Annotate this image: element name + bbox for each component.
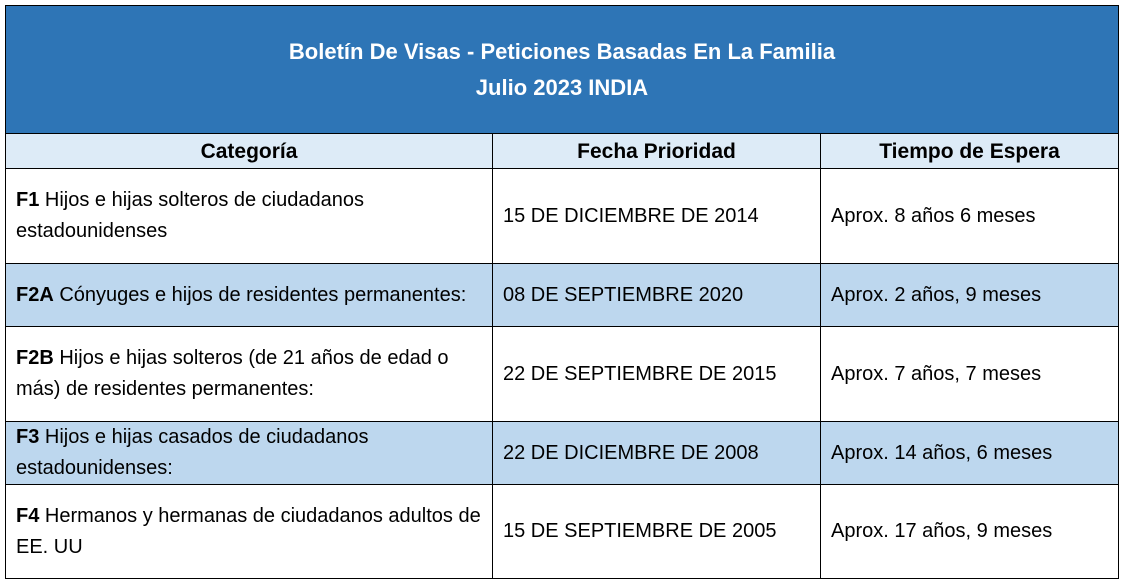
header-categoria: Categoría bbox=[5, 133, 493, 169]
category-description: Cónyuges e hijos de residentes permanent… bbox=[59, 283, 467, 306]
category-description: Hijos e hijas solteros (de 21 años de ed… bbox=[16, 347, 449, 400]
priority-date-cell: 15 DE SEPTIEMBRE DE 2005 bbox=[492, 484, 821, 579]
category-cell: F2A Cónyuges e hijos de residentes perma… bbox=[5, 263, 493, 327]
category-code: F2A bbox=[16, 283, 54, 306]
category-cell: F1 Hijos e hijas solteros de ciudadanos … bbox=[5, 168, 493, 264]
wait-time-cell: Aprox. 14 años, 6 meses bbox=[820, 421, 1119, 485]
table-row: F4 Hermanos y hermanas de ciudadanos adu… bbox=[5, 484, 1119, 579]
category-description: Hijos e hijas casados de ciudadanos esta… bbox=[16, 426, 369, 479]
category-code: F4 bbox=[16, 504, 40, 527]
category-description: Hermanos y hermanas de ciudadanos adulto… bbox=[16, 504, 481, 558]
wait-time-cell: Aprox. 7 años, 7 meses bbox=[820, 326, 1119, 422]
wait-time-cell: Aprox. 8 años 6 meses bbox=[820, 168, 1119, 264]
header-tiempo-espera: Tiempo de Espera bbox=[820, 133, 1119, 169]
category-code: F2B bbox=[16, 347, 54, 369]
table-row: F3 Hijos e hijas casados de ciudadanos e… bbox=[5, 421, 1119, 485]
priority-date-cell: 08 DE SEPTIEMBRE 2020 bbox=[492, 263, 821, 327]
header-fecha-prioridad: Fecha Prioridad bbox=[492, 133, 821, 169]
wait-time-cell: Aprox. 17 años, 9 meses bbox=[820, 484, 1119, 579]
table-row: F2A Cónyuges e hijos de residentes perma… bbox=[5, 263, 1119, 327]
category-code: F1 bbox=[16, 189, 40, 211]
priority-date-cell: 22 DE DICIEMBRE DE 2008 bbox=[492, 421, 821, 485]
table-row: F1 Hijos e hijas solteros de ciudadanos … bbox=[5, 168, 1119, 264]
priority-date-cell: 22 DE SEPTIEMBRE DE 2015 bbox=[492, 326, 821, 422]
category-description: Hijos e hijas solteros de ciudadanos est… bbox=[16, 189, 364, 242]
category-code: F3 bbox=[16, 426, 40, 448]
visa-bulletin-table: Boletín De Visas - Peticiones Basadas En… bbox=[5, 5, 1119, 579]
wait-time-cell: Aprox. 2 años, 9 meses bbox=[820, 263, 1119, 327]
title-line-2: Julio 2023 INDIA bbox=[475, 74, 649, 100]
table-title: Boletín De Visas - Peticiones Basadas En… bbox=[5, 5, 1119, 134]
category-cell: F4 Hermanos y hermanas de ciudadanos adu… bbox=[5, 484, 493, 579]
category-cell: F2B Hijos e hijas solteros (de 21 años d… bbox=[5, 326, 493, 422]
priority-date-cell: 15 DE DICIEMBRE DE 2014 bbox=[492, 168, 821, 264]
table-row: F2B Hijos e hijas solteros (de 21 años d… bbox=[5, 326, 1119, 422]
title-line-1: Boletín De Visas - Peticiones Basadas En… bbox=[288, 38, 836, 64]
category-cell: F3 Hijos e hijas casados de ciudadanos e… bbox=[5, 421, 493, 485]
